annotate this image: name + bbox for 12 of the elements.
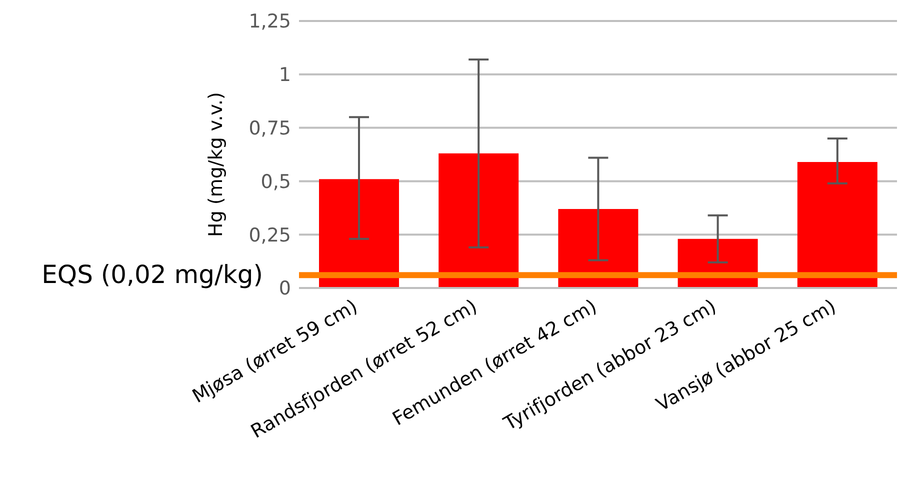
y-tick-label: 0 (278, 278, 291, 300)
bar (558, 208, 638, 288)
bar (319, 179, 399, 288)
y-axis-title: Hg (mg/kg v.v.) (205, 92, 227, 237)
y-tick-label: 0,5 (260, 170, 291, 193)
ref-line-label: EQS (0,02 mg/kg) (42, 260, 263, 290)
y-tick-label: 0,75 (248, 118, 291, 140)
y-tick-label: 0,25 (248, 224, 291, 246)
bar (438, 153, 519, 288)
bar (797, 162, 878, 288)
y-tick-label: 1,25 (248, 10, 291, 33)
y-tick-label: 1 (278, 64, 291, 86)
